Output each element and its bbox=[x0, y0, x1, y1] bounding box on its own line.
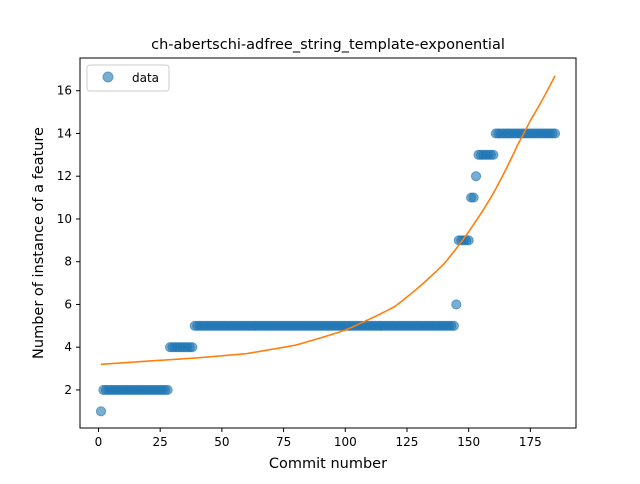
y-tick-label: 16 bbox=[57, 84, 72, 98]
data-point bbox=[463, 235, 474, 246]
y-axis: 2 4 6 8 10 12 14 16 bbox=[57, 84, 80, 397]
y-tick-label: 12 bbox=[57, 169, 72, 183]
data-point bbox=[549, 128, 561, 139]
legend-box bbox=[86, 64, 170, 92]
fit-curve bbox=[100, 75, 556, 366]
data-point bbox=[162, 384, 173, 396]
legend: data bbox=[86, 64, 170, 92]
x-tick-label: 0 bbox=[95, 435, 103, 449]
data-point bbox=[451, 299, 462, 310]
data-point bbox=[470, 171, 482, 182]
x-tick-label: 175 bbox=[519, 435, 542, 449]
data-point bbox=[187, 342, 198, 353]
data-point bbox=[468, 192, 479, 203]
x-axis: 0 25 50 75 100 125 150 175 bbox=[95, 428, 542, 449]
x-tick-label: 50 bbox=[214, 435, 229, 449]
y-tick-label: 8 bbox=[64, 255, 72, 269]
y-tick-label: 10 bbox=[57, 212, 72, 226]
x-tick-label: 125 bbox=[396, 435, 419, 449]
data-point bbox=[488, 149, 499, 160]
y-tick-label: 2 bbox=[64, 383, 72, 397]
y-tick-label: 4 bbox=[64, 340, 72, 354]
legend-label-data: data bbox=[132, 71, 159, 85]
chart-title: ch-abertschi-adfree_string_template-expo… bbox=[151, 37, 505, 53]
axes-frame bbox=[79, 57, 577, 429]
y-tick-label: 6 bbox=[64, 297, 72, 311]
y-tick-label: 14 bbox=[57, 126, 72, 140]
y-axis-label: Number of instance of a feature bbox=[31, 127, 47, 359]
legend-marker-data bbox=[102, 71, 114, 83]
x-axis-label: Commit number bbox=[269, 456, 387, 472]
data-point bbox=[448, 320, 459, 331]
x-tick-label: 25 bbox=[153, 435, 168, 449]
x-tick-label: 75 bbox=[276, 435, 291, 449]
plot-layer bbox=[95, 75, 561, 417]
x-tick-label: 100 bbox=[334, 435, 357, 449]
x-tick-label: 150 bbox=[457, 435, 480, 449]
data-point bbox=[95, 406, 107, 417]
